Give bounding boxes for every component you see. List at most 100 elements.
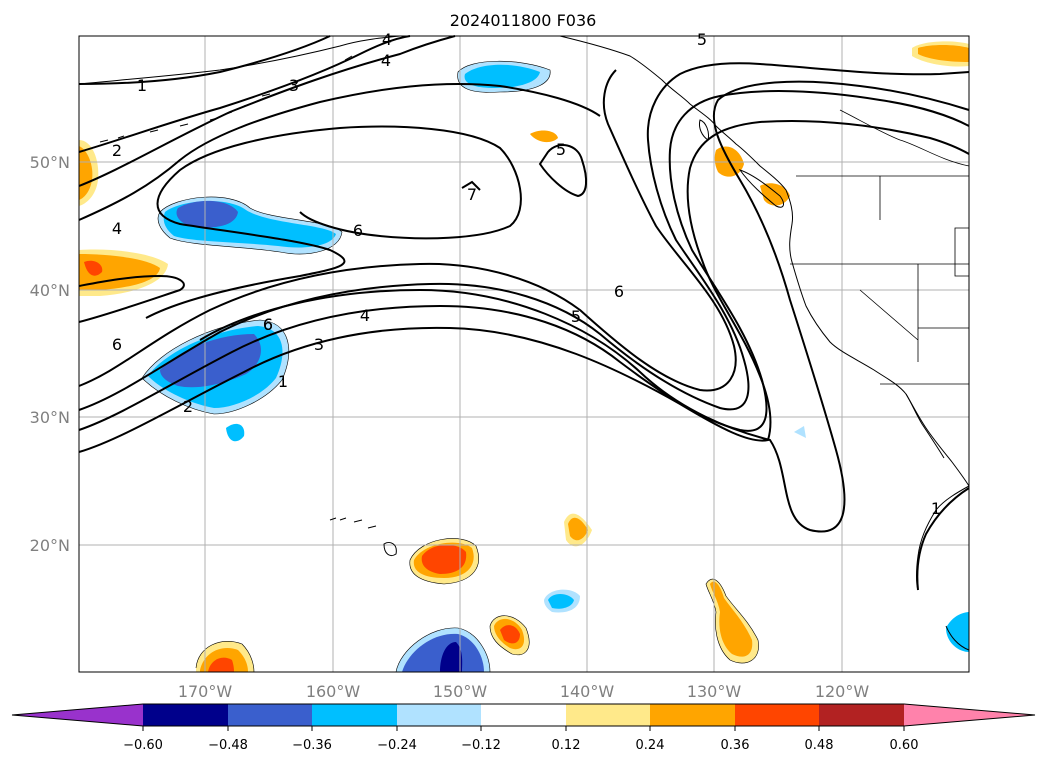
blue-patch-small-sw xyxy=(226,423,245,442)
colorbar-tick-label: 0.60 xyxy=(890,738,919,753)
contour-label: 4 xyxy=(381,51,391,70)
hawaii-islands xyxy=(329,517,397,557)
colorbar-segment-min-extend xyxy=(12,704,143,726)
contour-5-main xyxy=(78,69,737,392)
colorbar-tick-label: −0.60 xyxy=(123,738,163,753)
colorbar-tick-label: 0.24 xyxy=(636,738,665,753)
us-state-borders xyxy=(790,176,970,385)
contour-7-main xyxy=(78,90,970,432)
contour-2-north xyxy=(78,35,411,153)
red-patch-west-42n xyxy=(84,260,103,276)
colorbar-segment xyxy=(312,704,397,726)
contour-label: 6 xyxy=(614,282,624,301)
canada-inland xyxy=(839,109,970,167)
map-panel: 1 3 4 5 2 4 5 7 6 6 4 6 3 1 2 4 6 5 6 1 xyxy=(78,30,970,673)
negative-anomaly-fills xyxy=(142,61,969,672)
vancouver-island xyxy=(738,169,784,208)
blue-patch-east-edge xyxy=(946,612,969,652)
orange-patch-west-50n-core xyxy=(79,146,93,200)
orange-patch-south-130w-core xyxy=(710,581,753,657)
colorbar-tick-label: 0.36 xyxy=(721,738,750,753)
colorbar-tick-label: 0.48 xyxy=(805,738,834,753)
contour-label: 2 xyxy=(112,141,122,160)
contour-label: 5 xyxy=(556,140,566,159)
lon-label-150w: 150°W xyxy=(433,682,488,701)
blue-patch-south-142w-core xyxy=(548,594,574,609)
contour-label: 5 xyxy=(571,307,581,326)
contour-lines xyxy=(78,35,970,591)
colorbar-tick-label: 0.12 xyxy=(552,738,581,753)
positive-anomaly-fills xyxy=(79,41,969,672)
contour-label: 1 xyxy=(278,372,288,391)
blue-patch-coast-small xyxy=(794,426,806,438)
contour-4-north xyxy=(78,82,601,221)
anomaly-fill-outlines xyxy=(141,60,759,673)
contour-label: 1 xyxy=(137,76,147,95)
contour-labels: 1 3 4 5 2 4 5 7 6 6 4 6 3 1 2 4 6 5 6 1 xyxy=(112,30,941,518)
colorbar-tick-label: −0.36 xyxy=(292,738,332,753)
blue-patch-north-central-core xyxy=(464,64,540,88)
colorbar-segment xyxy=(566,704,650,726)
baja-california xyxy=(905,393,945,459)
colorbar-segment-max-extend xyxy=(904,704,1035,726)
colorbar-segment xyxy=(819,704,904,726)
contour-loop-south xyxy=(199,80,970,533)
contour-south-east xyxy=(916,487,970,591)
colorbar-segment xyxy=(228,704,312,726)
colorbar-segment xyxy=(735,704,819,726)
contour-label: 7 xyxy=(467,185,477,204)
lon-label-160w: 160°W xyxy=(306,682,361,701)
contour-label: 4 xyxy=(382,30,392,49)
map-title: 2024011800 F036 xyxy=(450,11,597,30)
colorbar-tick-label: −0.48 xyxy=(208,738,248,753)
orange-patch-north-east-core xyxy=(918,45,969,62)
contour-north-loop xyxy=(145,125,522,319)
lat-label-50n: 50°N xyxy=(30,153,70,172)
lat-label-20n: 20°N xyxy=(30,536,70,555)
red-patch-hawaii xyxy=(421,544,467,574)
contour-label: 2 xyxy=(183,397,193,416)
lon-label-130w: 130°W xyxy=(687,682,742,701)
blue-patch-south-150w-mid xyxy=(402,633,484,672)
contour-6-main xyxy=(78,62,970,411)
contour-1-north xyxy=(78,35,331,85)
contour-8-main xyxy=(78,119,970,453)
lat-label-30n: 30°N xyxy=(30,408,70,427)
colorbar-segment xyxy=(650,704,735,726)
colorbar-tick-label: −0.24 xyxy=(377,738,417,753)
lat-label-40n: 40°N xyxy=(30,281,70,300)
contour-label: 6 xyxy=(353,221,363,240)
colorbar-segment xyxy=(143,704,228,726)
map-frame xyxy=(78,35,970,673)
lon-label-170w: 170°W xyxy=(178,682,233,701)
longitude-labels: 170°W 160°W 150°W 140°W 130°W 120°W xyxy=(178,682,870,701)
contour-label: 4 xyxy=(112,219,122,238)
contour-label: 3 xyxy=(289,76,299,95)
contour-label: 1 xyxy=(931,499,941,518)
lon-label-140w: 140°W xyxy=(560,682,615,701)
contour-small-7 xyxy=(461,180,481,191)
lon-label-120w: 120°W xyxy=(815,682,870,701)
latitude-labels: 50°N 40°N 30°N 20°N xyxy=(30,153,70,555)
colorbar: −0.60 −0.48 −0.36 −0.24 −0.12 0.12 0.24 … xyxy=(11,703,1036,753)
colorbar-segment xyxy=(397,704,481,726)
alaska-south-coast xyxy=(78,35,401,85)
blue-patch-west-45n-core xyxy=(176,200,238,228)
blue-patch-south-150w-core xyxy=(440,642,463,672)
political-borders xyxy=(790,109,970,385)
red-patch-south-145w xyxy=(500,625,520,644)
contour-label: 6 xyxy=(112,335,122,354)
colorbar-tick-label: −0.12 xyxy=(461,738,501,753)
contour-3-north xyxy=(78,35,456,187)
orange-patch-south-140w-core xyxy=(568,517,588,541)
colorbar-ticks xyxy=(142,726,905,731)
contour-label: 5 xyxy=(697,30,707,49)
contour-small-5 xyxy=(538,144,588,198)
orange-patch-small-north xyxy=(530,130,558,143)
contour-label: 6 xyxy=(263,315,273,334)
colorbar-tick-labels: −0.60 −0.48 −0.36 −0.24 −0.12 0.12 0.24 … xyxy=(123,738,918,753)
graticule xyxy=(79,36,969,672)
contour-label: 4 xyxy=(360,306,370,325)
orange-patch-west-42n-mid xyxy=(79,254,160,290)
